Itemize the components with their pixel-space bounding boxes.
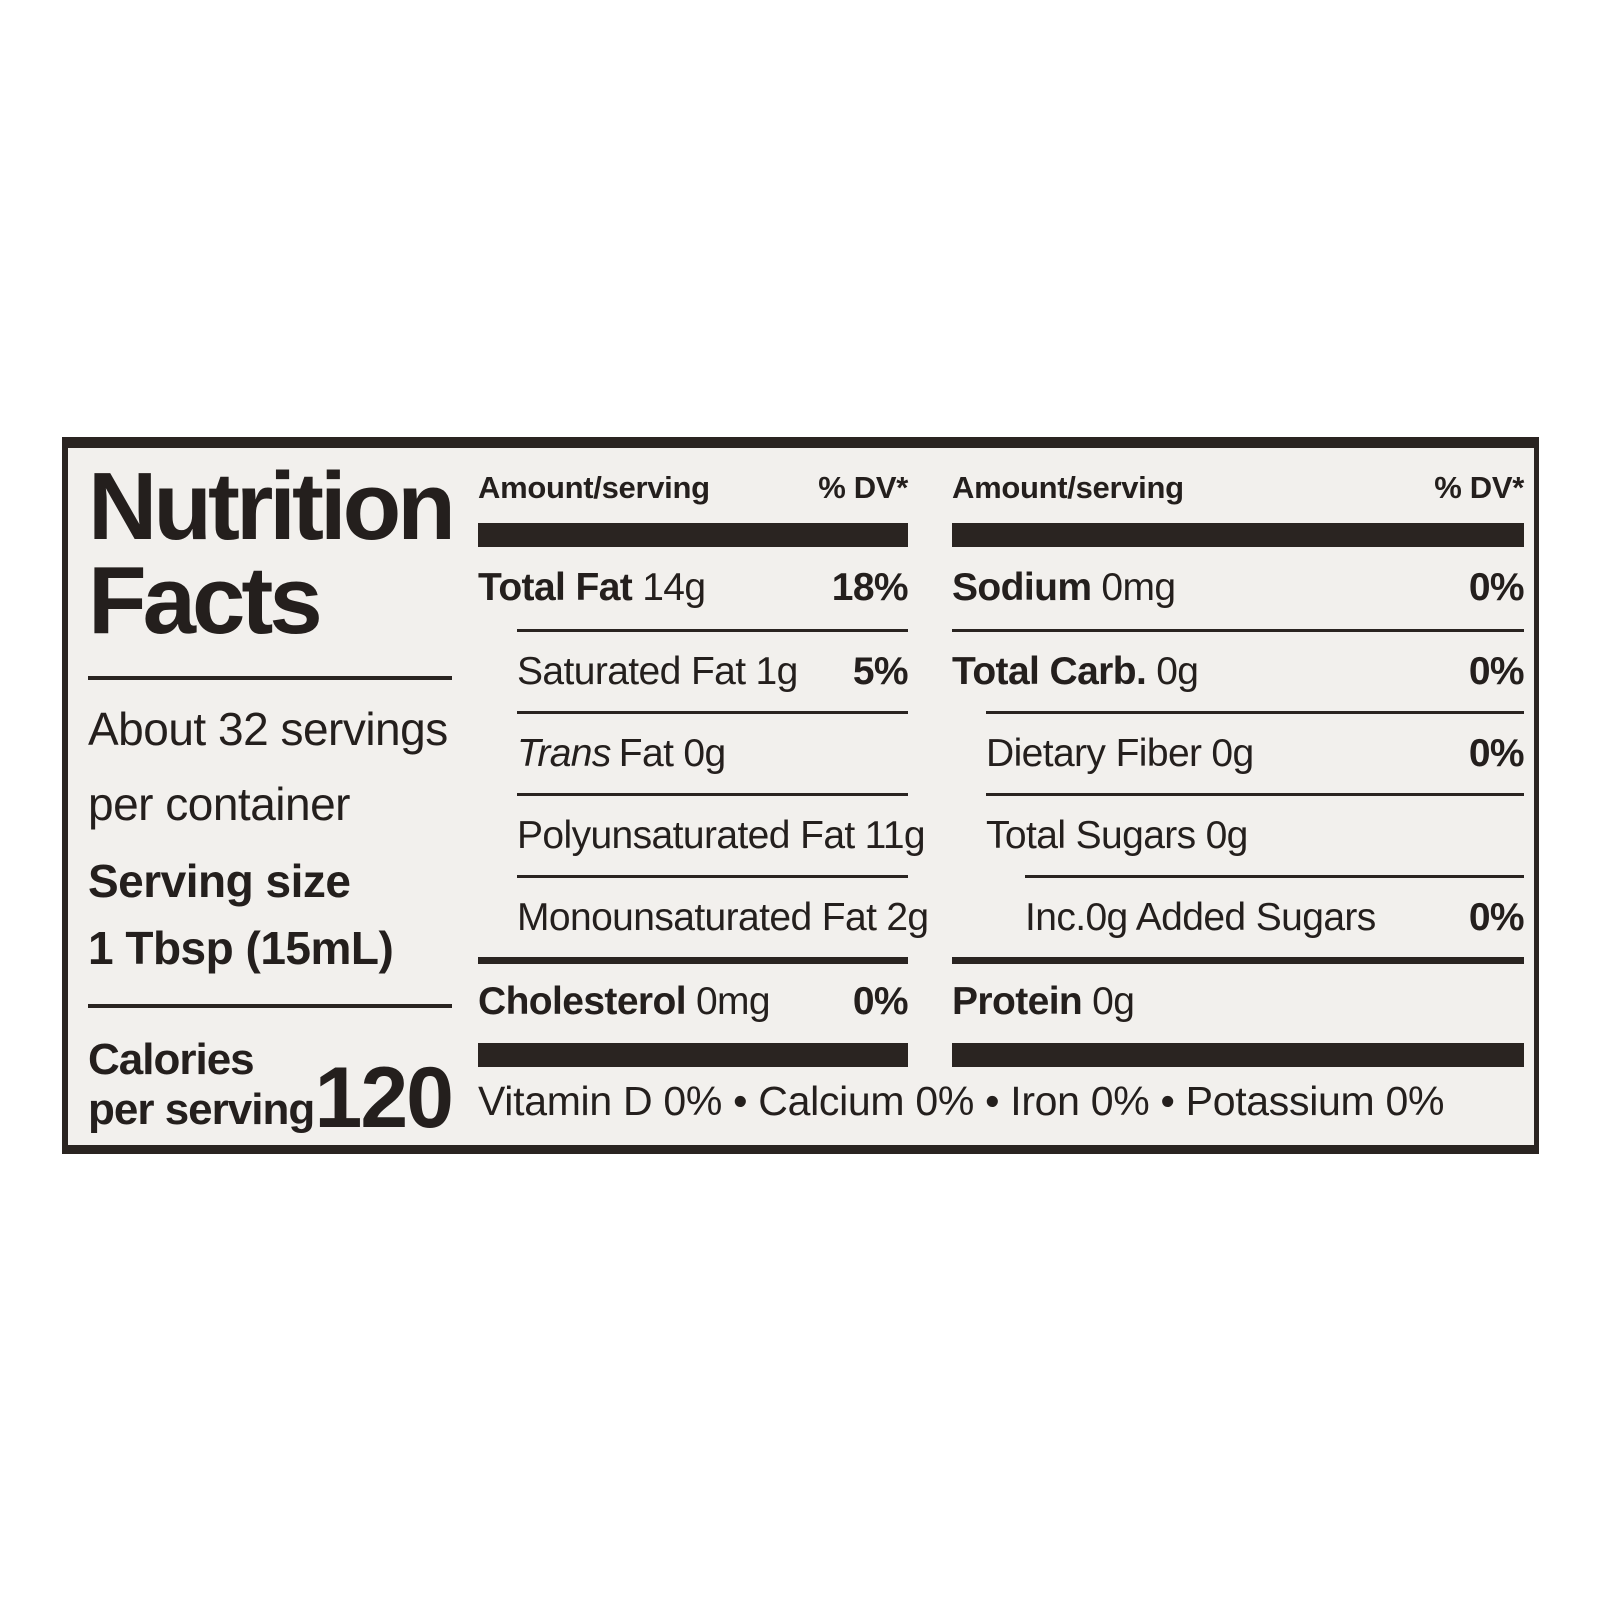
nutrient-amount: 0g — [1205, 813, 1249, 857]
nutrient-row-sodium: Sodium 0mg 0% — [952, 547, 1525, 629]
daily-value: 5% — [852, 649, 909, 693]
daily-value: 18% — [831, 566, 909, 609]
label-title-line2: Facts — [88, 547, 323, 655]
nutrient-row-total-sugars: Total Sugars 0g — [986, 793, 1524, 875]
nutrient-row-monounsaturated-fat: Monounsaturated Fat 2g — [517, 875, 929, 957]
percent-dv-header: % DV* — [818, 470, 908, 505]
calories-label-line1: Calories — [88, 1035, 255, 1085]
nutrient-row-total-fat: Total Fat 14g 18% — [478, 547, 909, 629]
footer-bar — [952, 1043, 1524, 1067]
daily-value: 0% — [852, 979, 909, 1023]
divider — [88, 1004, 452, 1008]
nutrient-name: Sodium 0mg — [952, 566, 1176, 609]
nutrient-row-protein: Protein 0g — [952, 957, 1524, 1039]
table-header: Amount/serving % DV* — [478, 448, 908, 523]
daily-value: 0% — [1468, 895, 1525, 939]
nutrient-row-dietary-fiber: Dietary Fiber 0g 0% — [986, 711, 1525, 793]
table-header: Amount/serving % DV* — [952, 448, 1524, 523]
divider — [88, 676, 452, 680]
nutrient-row-polyunsaturated-fat: Polyunsaturated Fat 11g — [517, 793, 926, 875]
calories-block: Calories per serving 120 — [88, 1020, 454, 1147]
calories-value: 120 — [314, 1050, 454, 1147]
nutrient-row-total-carb: Total Carb. 0g 0% — [952, 629, 1525, 711]
nutrient-name: Monounsaturated Fat 2g — [517, 895, 929, 939]
nutrient-amount: 0g — [1092, 979, 1135, 1023]
serving-size-label: Serving size — [88, 855, 351, 907]
nutrient-name: Total Carb. 0g — [952, 649, 1199, 693]
header-bar — [952, 523, 1524, 547]
nutrient-name: Trans Fat 0g — [517, 731, 726, 775]
nutrient-name: Cholesterol 0mg — [478, 979, 771, 1023]
nutrient-row-saturated-fat: Saturated Fat 1g 5% — [517, 629, 909, 711]
nutrient-amount: 0g — [1211, 731, 1254, 775]
label-title: Nutrition Facts — [88, 453, 456, 655]
nutrient-name: Inc.0g Added Sugars — [1025, 895, 1376, 939]
label-title-line1: Nutrition — [88, 453, 456, 560]
micronutrients-line: Vitamin D 0% • Calcium 0% • Iron 0% • Po… — [478, 1078, 1445, 1124]
nutrient-name: Polyunsaturated Fat 11g — [517, 813, 926, 857]
nutrient-amount: 0g — [683, 731, 726, 775]
nutrition-facts-label: Nutrition Facts About 32 servings per co… — [62, 437, 1539, 1154]
nutrient-row-trans-fat: Trans Fat 0g — [517, 711, 908, 793]
daily-value: 0% — [1468, 731, 1525, 775]
nutrient-amount: 0mg — [1101, 566, 1176, 609]
nutrient-name: Dietary Fiber 0g — [986, 731, 1254, 775]
servings-per-container: About 32 servings per container — [88, 692, 448, 843]
nutrient-name: Total Fat 14g — [478, 566, 706, 609]
amount-serving-header: Amount/serving — [478, 470, 710, 505]
nutrient-row-cholesterol: Cholesterol 0mg 0% — [478, 957, 909, 1039]
nutrient-amount: 14g — [642, 566, 706, 609]
nutrient-name: Protein 0g — [952, 979, 1135, 1023]
percent-dv-header: % DV* — [1434, 470, 1524, 505]
nutrient-amount: 1g — [755, 649, 799, 693]
label-left-panel: Nutrition Facts About 32 servings per co… — [88, 448, 456, 1147]
daily-value: 0% — [1468, 566, 1525, 609]
serving-size-value: 1 Tbsp (15mL) — [88, 921, 394, 974]
nutrient-amount: 0g — [1156, 649, 1199, 693]
serving-size: Serving size 1 Tbsp (15mL) — [88, 848, 394, 981]
servings-line2: per container — [88, 778, 350, 831]
nutrient-name: Total Sugars 0g — [986, 813, 1249, 857]
nutrient-name: Saturated Fat 1g — [517, 649, 799, 693]
footer-bar — [478, 1043, 908, 1067]
nutrient-amount: 2g — [886, 895, 929, 939]
nutrient-row-added-sugars: Inc.0g Added Sugars 0% — [1025, 875, 1525, 957]
header-bar — [478, 523, 908, 547]
amount-serving-header: Amount/serving — [952, 470, 1184, 505]
nutrient-table-right: Amount/serving % DV* Sodium 0mg 0% Total … — [952, 448, 1525, 1067]
servings-line1: About 32 servings — [88, 703, 448, 755]
daily-value: 0% — [1468, 649, 1525, 693]
nutrient-amount: 11g — [864, 813, 926, 857]
calories-label-line2: per serving — [88, 1084, 315, 1134]
calories-label: Calories per serving — [88, 1035, 315, 1134]
nutrient-table-left: Amount/serving % DV* Total Fat 14g 18% Sa… — [478, 448, 929, 1067]
nutrient-amount: 0mg — [695, 979, 771, 1023]
